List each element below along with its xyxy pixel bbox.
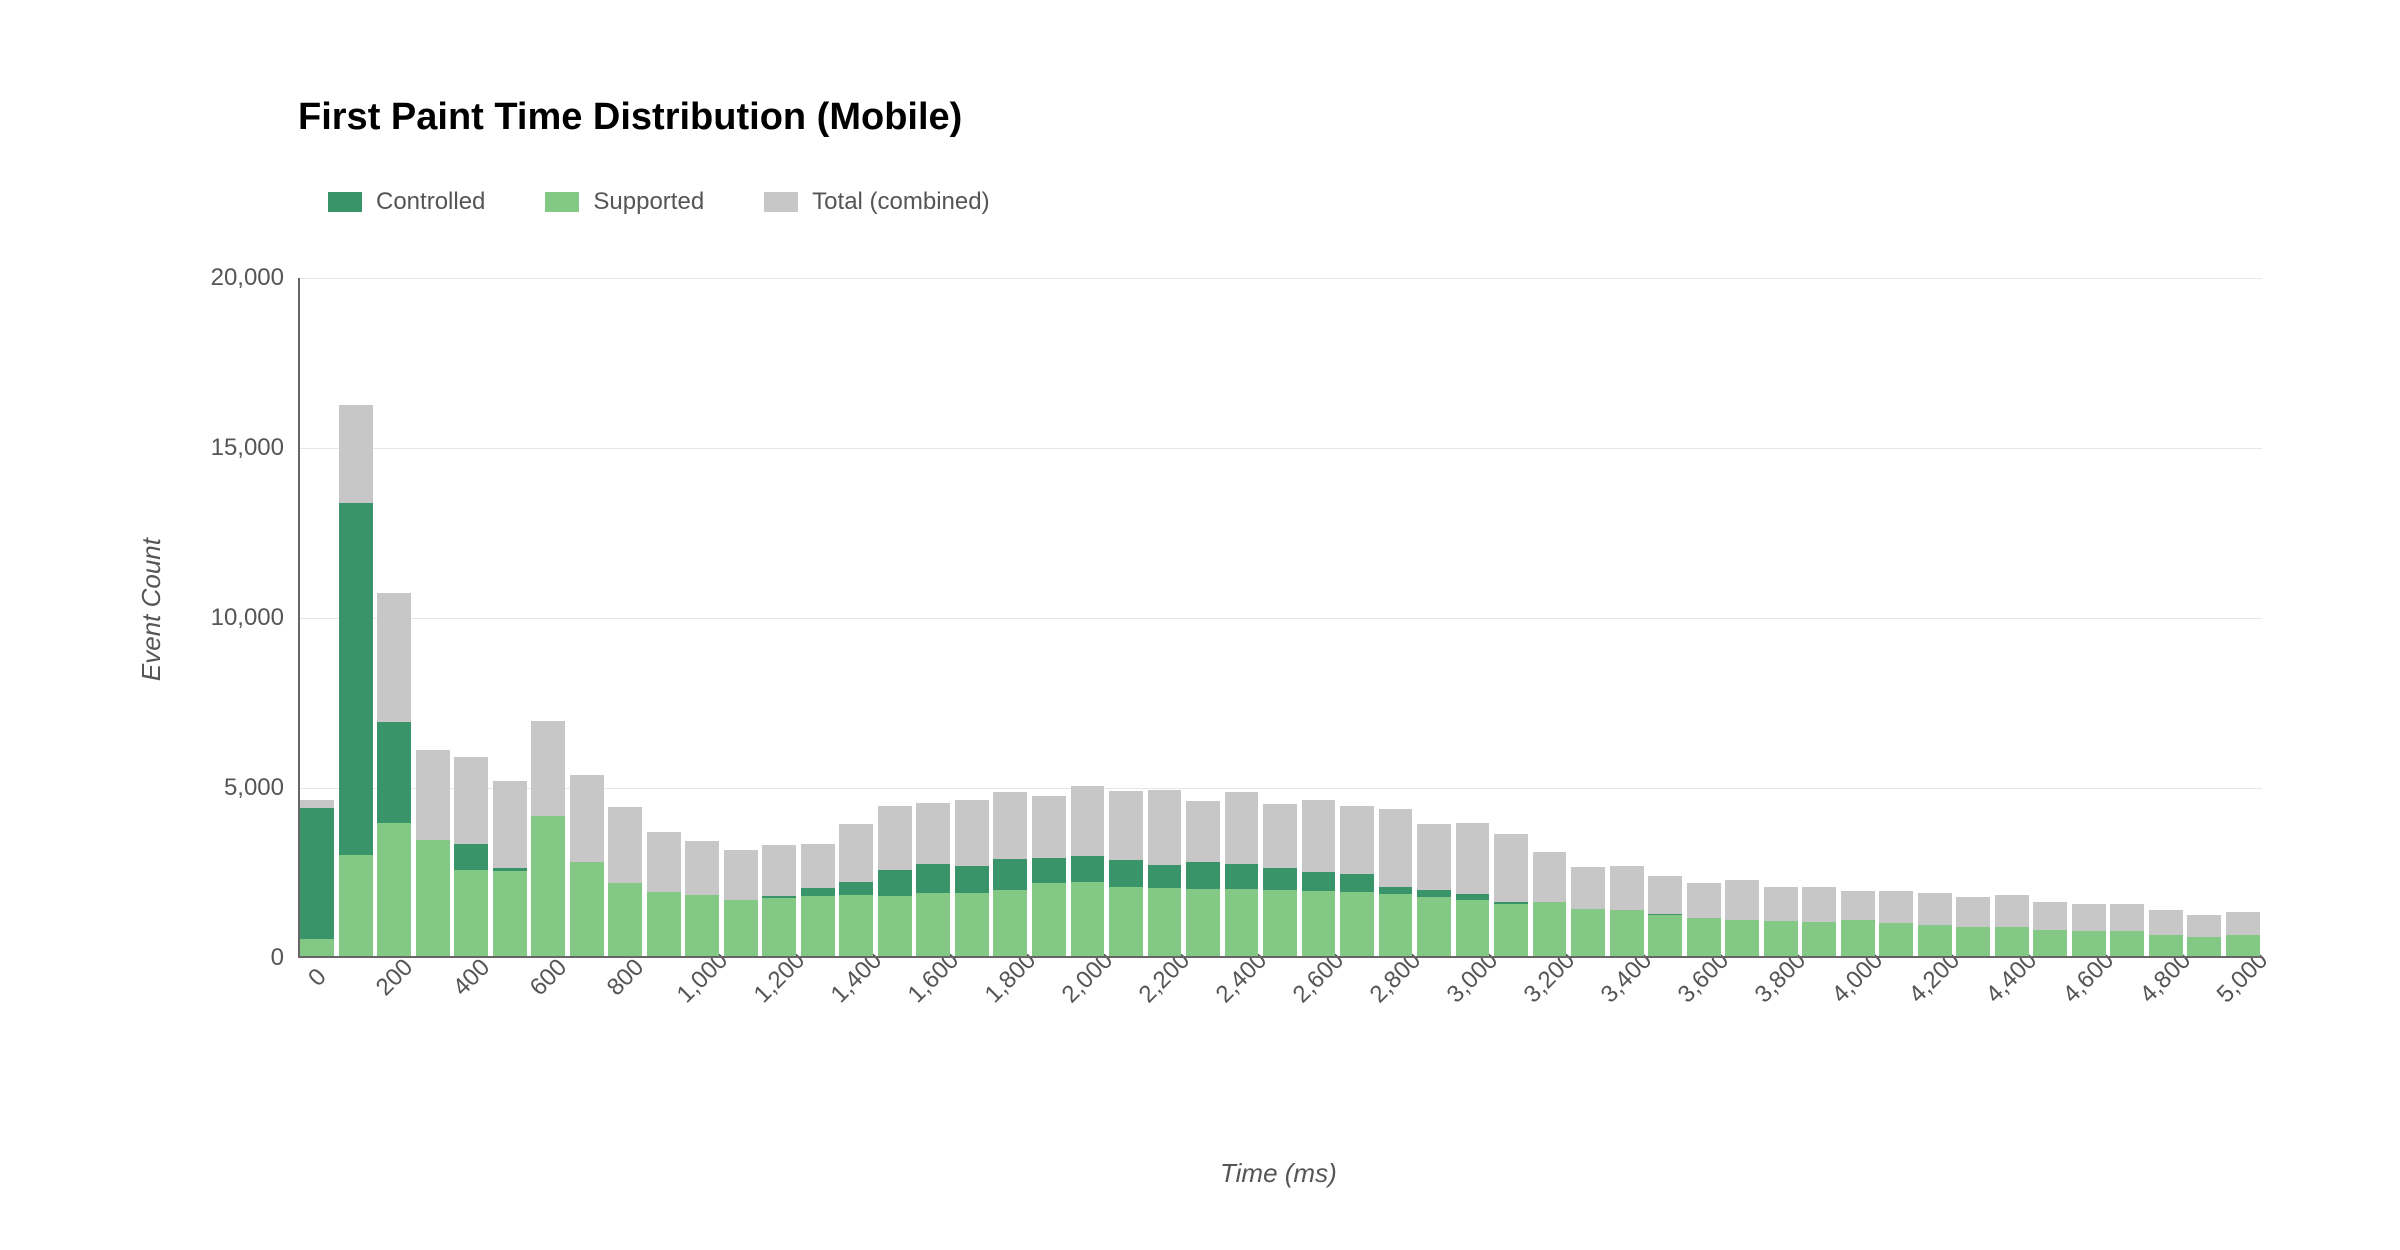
bar-supported bbox=[493, 871, 527, 958]
bar-supported bbox=[878, 896, 912, 958]
plot-area: 05,00010,00015,00020,000 02004006008001,… bbox=[298, 278, 2262, 958]
bar-supported bbox=[1032, 883, 1066, 958]
bar-supported bbox=[1225, 889, 1259, 958]
bar-supported bbox=[955, 893, 989, 958]
bar-supported bbox=[762, 898, 796, 958]
chart-title: First Paint Time Distribution (Mobile) bbox=[298, 96, 962, 139]
bar-supported bbox=[1109, 887, 1143, 958]
bar-supported bbox=[2072, 931, 2106, 958]
legend-label: Controlled bbox=[376, 188, 485, 216]
x-axis-label: Time (ms) bbox=[1220, 1158, 1337, 1189]
bar-supported bbox=[1186, 889, 1220, 958]
bar-supported bbox=[377, 823, 411, 958]
bar-supported bbox=[2110, 931, 2144, 958]
y-tick-label: 0 bbox=[271, 944, 298, 972]
bar-supported bbox=[1148, 888, 1182, 958]
legend-item: Total (combined) bbox=[764, 188, 989, 216]
x-axis-line bbox=[298, 956, 2262, 958]
bar-supported bbox=[1879, 923, 1913, 958]
y-axis-line bbox=[298, 278, 300, 958]
legend-swatch bbox=[764, 192, 798, 212]
bar-supported bbox=[1263, 890, 1297, 958]
bar-supported bbox=[608, 883, 642, 958]
bar-supported bbox=[1841, 920, 1875, 958]
chart-container: First Paint Time Distribution (Mobile) C… bbox=[0, 0, 2400, 1250]
bar-supported bbox=[839, 895, 873, 958]
bar-supported bbox=[2226, 935, 2260, 958]
bar-supported bbox=[916, 893, 950, 958]
legend-label: Supported bbox=[593, 188, 704, 216]
legend-item: Controlled bbox=[328, 188, 485, 216]
y-tick-label: 15,000 bbox=[211, 434, 298, 462]
legend-swatch bbox=[545, 192, 579, 212]
bar-supported bbox=[531, 816, 565, 958]
bar-supported bbox=[724, 900, 758, 958]
chart-legend: Controlled Supported Total (combined) bbox=[328, 188, 990, 216]
bar-supported bbox=[416, 840, 450, 958]
bar-supported bbox=[1302, 891, 1336, 958]
legend-swatch bbox=[328, 192, 362, 212]
legend-item: Supported bbox=[545, 188, 704, 216]
legend-label: Total (combined) bbox=[812, 188, 989, 216]
bar-supported bbox=[993, 890, 1027, 958]
bar-supported bbox=[1417, 897, 1451, 958]
bars-layer bbox=[298, 278, 2262, 958]
bar-supported bbox=[1956, 927, 1990, 958]
bar-supported bbox=[1340, 892, 1374, 958]
x-tick-label: 0 bbox=[293, 953, 332, 992]
bar-supported bbox=[1494, 904, 1528, 958]
y-tick-label: 20,000 bbox=[211, 264, 298, 292]
bar-supported bbox=[2187, 937, 2221, 958]
bar-supported bbox=[1610, 910, 1644, 958]
bar-supported bbox=[1571, 909, 1605, 958]
y-tick-label: 10,000 bbox=[211, 604, 298, 632]
bar-supported bbox=[1456, 900, 1490, 958]
bar-supported bbox=[1725, 920, 1759, 958]
bar-supported bbox=[801, 896, 835, 958]
bar-supported bbox=[570, 862, 604, 958]
bar-supported bbox=[1918, 925, 1952, 958]
bar-supported bbox=[2033, 930, 2067, 958]
bar-supported bbox=[1533, 902, 1567, 958]
bar-controlled bbox=[300, 808, 334, 958]
bar-supported bbox=[685, 895, 719, 958]
bar-supported bbox=[1995, 927, 2029, 958]
y-axis-label: Event Count bbox=[136, 538, 167, 681]
bar-supported bbox=[2149, 935, 2183, 958]
bar-supported bbox=[1379, 894, 1413, 958]
bar-supported bbox=[1687, 918, 1721, 958]
bar-supported bbox=[1802, 922, 1836, 958]
bar-supported bbox=[454, 870, 488, 958]
bar-supported bbox=[1071, 882, 1105, 959]
bar-supported bbox=[1648, 915, 1682, 958]
bar-supported bbox=[647, 892, 681, 958]
y-tick-label: 5,000 bbox=[224, 774, 298, 802]
bar-supported bbox=[1764, 921, 1798, 958]
bar-supported bbox=[339, 855, 373, 958]
